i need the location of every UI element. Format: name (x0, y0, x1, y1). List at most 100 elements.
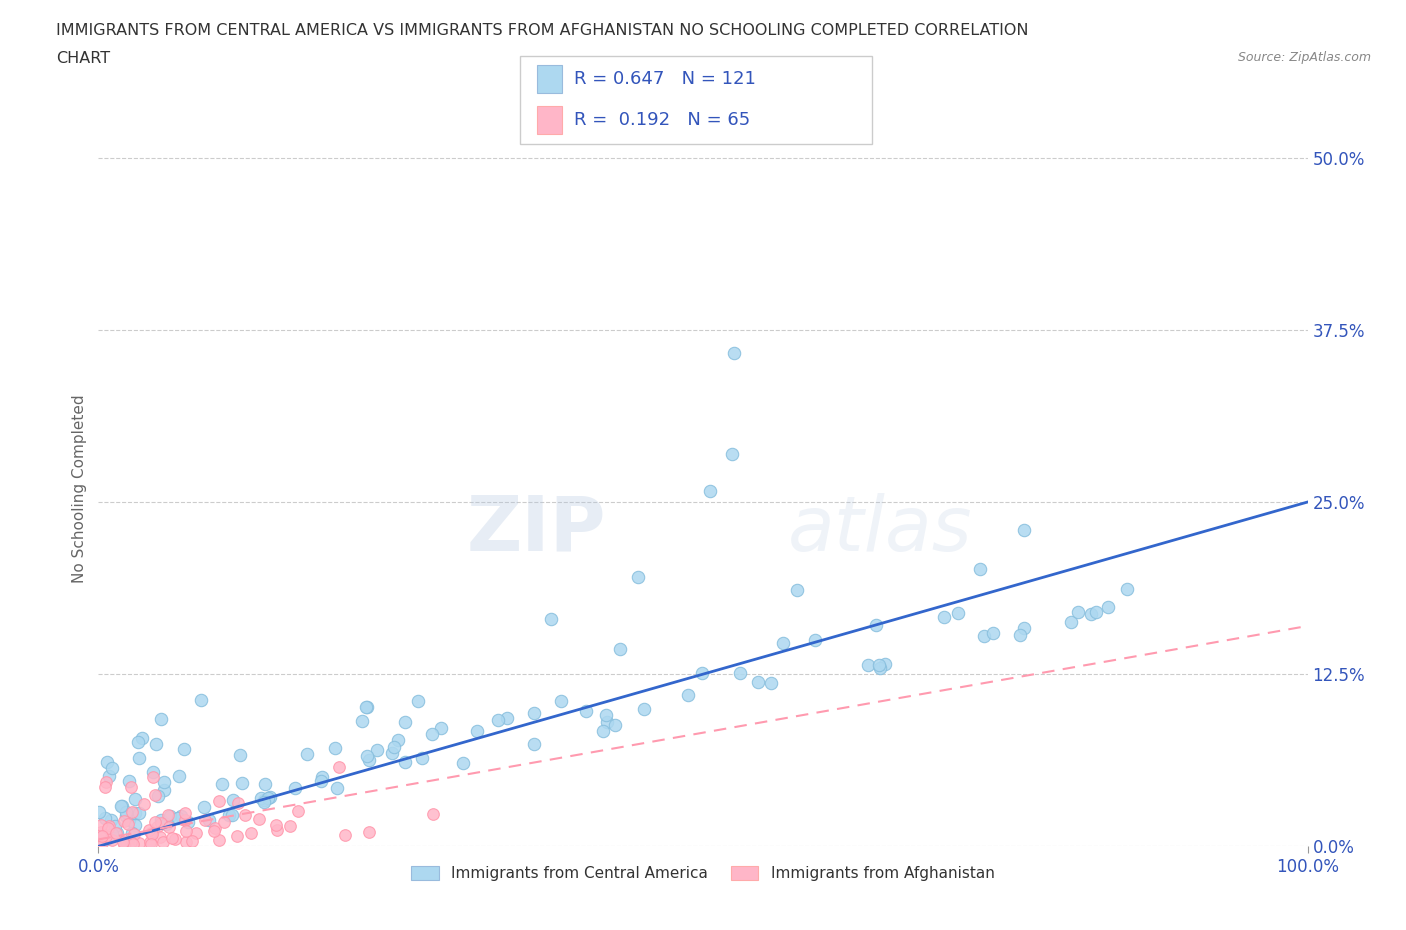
Point (128, 805, 150, 820)
Point (153, 782, 176, 797)
Point (111, 799, 134, 814)
Point (226, 795, 249, 810)
Point (254, 777, 277, 791)
Point (117, 817, 139, 831)
Point (167, 768, 190, 783)
Point (155, 817, 177, 831)
Point (167, 810, 190, 825)
Point (163, 831, 186, 846)
Point (323, 740, 346, 755)
Point (94, 780, 117, 795)
Text: CHART: CHART (56, 51, 110, 66)
Point (723, 345, 745, 360)
Point (173, 813, 195, 828)
Point (90, 838, 112, 853)
Point (157, 819, 180, 834)
Point (101, 826, 124, 841)
Point (550, 693, 572, 708)
Point (333, 827, 356, 842)
Text: R = 0.647   N = 121: R = 0.647 N = 121 (574, 70, 755, 88)
Point (287, 804, 309, 818)
Point (141, 825, 163, 840)
Point (1067, 604, 1090, 619)
Point (946, 605, 969, 620)
Point (465, 724, 488, 738)
Point (969, 562, 991, 577)
Point (382, 739, 405, 754)
Point (114, 809, 136, 824)
Point (173, 741, 195, 756)
Point (139, 834, 162, 849)
Point (218, 807, 240, 822)
Point (202, 823, 225, 838)
Point (159, 808, 181, 823)
Point (540, 611, 562, 626)
Point (150, 816, 173, 830)
Point (259, 790, 281, 804)
Point (100, 813, 122, 828)
Point (91, 829, 114, 844)
Point (91, 830, 114, 844)
Point (350, 713, 373, 728)
Point (101, 761, 124, 776)
Point (523, 737, 546, 751)
Point (96, 754, 118, 769)
Point (873, 657, 896, 671)
Point (231, 776, 253, 790)
Point (1080, 606, 1102, 621)
Point (868, 658, 890, 672)
Point (149, 830, 172, 844)
Point (721, 446, 744, 461)
Point (311, 769, 333, 784)
Point (174, 823, 197, 838)
Point (605, 717, 627, 732)
Point (592, 724, 614, 738)
Point (357, 824, 380, 839)
Point (89, 804, 111, 819)
Point (574, 704, 596, 719)
Point (124, 817, 146, 832)
Point (145, 737, 167, 751)
Point (328, 760, 350, 775)
Point (94, 811, 117, 826)
Point (141, 826, 163, 841)
Point (1012, 620, 1035, 635)
Point (152, 834, 174, 849)
Point (208, 832, 231, 847)
Point (247, 812, 270, 827)
Point (366, 743, 388, 758)
Point (253, 794, 276, 809)
Point (1116, 581, 1139, 596)
Point (856, 658, 879, 672)
Point (211, 776, 233, 790)
Point (105, 826, 128, 841)
Point (198, 813, 221, 828)
Point (94, 775, 117, 790)
Point (973, 629, 995, 644)
Point (297, 747, 319, 762)
Point (120, 835, 142, 850)
Point (110, 798, 132, 813)
Point (772, 636, 794, 651)
Point (121, 826, 143, 841)
Point (112, 813, 135, 828)
Point (523, 705, 546, 720)
Point (309, 774, 332, 789)
Text: atlas: atlas (787, 493, 972, 566)
Point (253, 792, 276, 807)
Point (112, 837, 135, 852)
Point (394, 714, 416, 729)
Point (408, 694, 430, 709)
Point (98, 768, 121, 783)
Point (690, 665, 713, 680)
Point (104, 818, 127, 833)
Point (190, 693, 212, 708)
Point (451, 755, 474, 770)
Point (124, 805, 146, 820)
Point (420, 726, 443, 741)
Point (115, 804, 138, 819)
Point (212, 815, 235, 830)
Point (728, 665, 751, 680)
Point (128, 751, 150, 765)
Point (609, 641, 631, 656)
